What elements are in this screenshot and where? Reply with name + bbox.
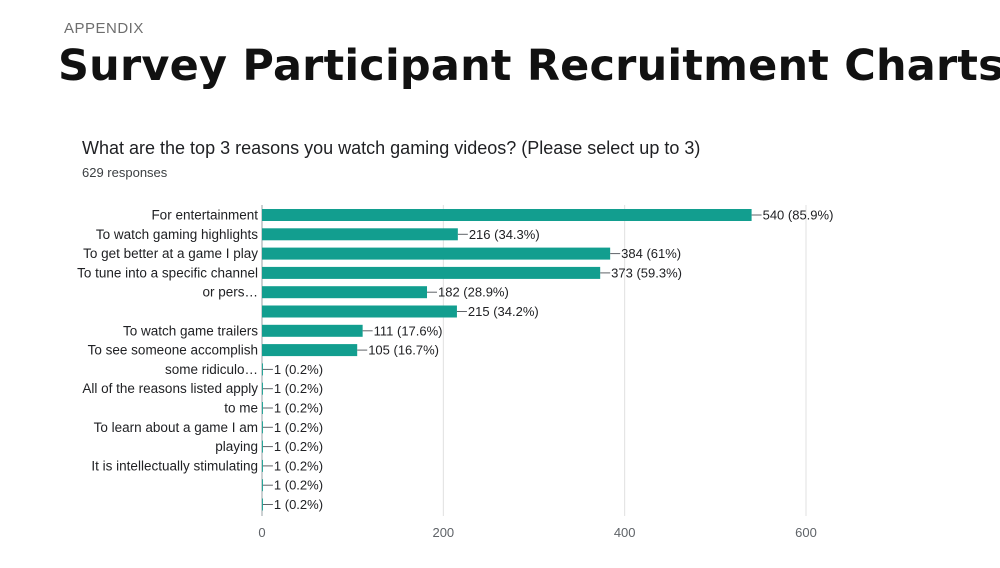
data-label: 1 (0.2%) (274, 362, 323, 377)
data-label: 1 (0.2%) (274, 420, 323, 435)
bar (262, 402, 263, 414)
bar (262, 324, 363, 337)
data-label: 216 (34.3%) (469, 227, 540, 242)
category-label: All of the reasons listed apply (82, 381, 258, 396)
data-label: 1 (0.2%) (274, 458, 323, 473)
category-label: To learn about a game I am (94, 420, 258, 435)
bar (262, 228, 458, 241)
bar (262, 344, 358, 357)
data-label: 1 (0.2%) (274, 497, 323, 512)
x-tick-label: 600 (795, 525, 817, 540)
chart-subtitle: 629 responses (82, 165, 168, 180)
bar (262, 305, 457, 318)
data-label: 373 (59.3%) (611, 265, 682, 280)
category-label: To see someone accomplish (88, 343, 258, 358)
section-eyebrow: APPENDIX (64, 20, 144, 37)
bar (262, 382, 263, 395)
data-label: 384 (61%) (621, 246, 681, 261)
bar (262, 479, 263, 492)
data-label: 215 (34.2%) (468, 304, 539, 319)
category-label: some ridiculo… (165, 362, 258, 377)
data-label: 540 (85.9%) (763, 208, 834, 223)
bar (262, 440, 263, 453)
data-label: 105 (16.7%) (368, 343, 439, 358)
category-label: For entertainment (151, 208, 258, 223)
bar (262, 266, 601, 279)
x-tick-label: 0 (258, 525, 265, 540)
category-label: To watch game trailers (123, 323, 258, 338)
bar (262, 363, 263, 376)
x-tick-label: 400 (614, 525, 636, 540)
bar (262, 209, 752, 221)
data-label: 182 (28.9%) (438, 285, 509, 300)
category-label: To tune into a specific channel (77, 265, 258, 280)
bar (262, 421, 263, 434)
bar (262, 498, 263, 511)
chart-title: What are the top 3 reasons you watch gam… (82, 138, 701, 158)
data-label: 1 (0.2%) (274, 439, 323, 454)
data-label: 1 (0.2%) (274, 401, 323, 416)
data-label: 111 (17.6%) (374, 323, 443, 338)
bar (262, 247, 611, 260)
category-label: playing (215, 439, 258, 454)
slide-title: Survey Participant Recruitment Charts (58, 41, 1000, 91)
x-tick-label: 200 (432, 525, 454, 540)
category-label: or pers… (202, 285, 258, 300)
bar (262, 286, 428, 299)
category-label: It is intellectually stimulating (91, 458, 258, 473)
data-label: 1 (0.2%) (274, 478, 323, 493)
category-label: to me (224, 401, 258, 416)
category-label: To watch gaming highlights (96, 227, 258, 242)
data-label: 1 (0.2%) (274, 381, 323, 396)
category-label: To get better at a game I play (83, 246, 258, 261)
bar (262, 459, 263, 472)
